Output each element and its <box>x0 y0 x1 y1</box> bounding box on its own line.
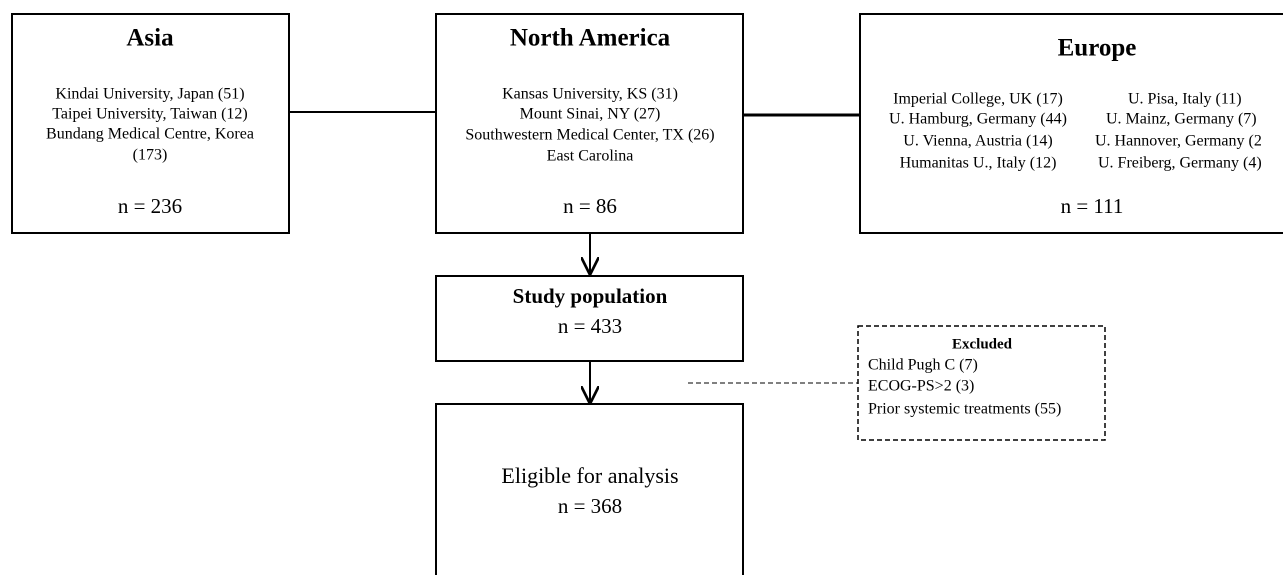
site: Taipei University, Taiwan (12) <box>52 106 247 123</box>
site: U. Pisa, Italy (11) <box>1128 91 1242 108</box>
site: Mount Sinai, NY (27) <box>520 106 661 123</box>
count: n = 433 <box>558 314 622 338</box>
site: U. Mainz, Germany (7) <box>1106 111 1257 128</box>
site: U. Vienna, Austria (14) <box>903 133 1052 150</box>
site: U. Hamburg, Germany (44) <box>889 111 1067 128</box>
box-title: Europe <box>1058 35 1137 62</box>
site: Kindai University, Japan (51) <box>55 86 244 103</box>
site: U. Hannover, Germany (2 <box>1095 133 1262 150</box>
site: Humanitas U., Italy (12) <box>900 155 1057 172</box>
north-america-box <box>435 13 744 234</box>
site: (173) <box>133 147 168 164</box>
asia-box <box>11 13 290 234</box>
box-title: Eligible for analysis <box>501 463 678 488</box>
box-title: North America <box>510 25 671 52</box>
excluded-box <box>857 325 1106 441</box>
study-box <box>435 275 744 362</box>
box-title: Excluded <box>952 336 1013 352</box>
exclusion: Prior systemic treatments (55) <box>868 401 1061 418</box>
site: East Carolina <box>547 148 634 165</box>
site: Imperial College, UK (17) <box>893 91 1063 108</box>
count: n = 86 <box>563 194 617 218</box>
count: n = 368 <box>558 494 622 518</box>
eligible-box <box>435 403 744 575</box>
exclusion: Child Pugh C (7) <box>868 357 978 374</box>
box-title: Study population <box>513 284 668 308</box>
box-title: Asia <box>126 25 174 52</box>
site: Bundang Medical Centre, Korea <box>46 126 254 143</box>
exclusion: ECOG-PS>2 (3) <box>868 378 974 395</box>
count: n = 111 <box>1061 194 1124 218</box>
count: n = 236 <box>118 194 182 218</box>
europe-box <box>859 13 1283 234</box>
site: Kansas University, KS (31) <box>502 86 678 103</box>
site: Southwestern Medical Center, TX (26) <box>465 127 714 144</box>
site: U. Freiberg, Germany (4) <box>1098 155 1262 172</box>
